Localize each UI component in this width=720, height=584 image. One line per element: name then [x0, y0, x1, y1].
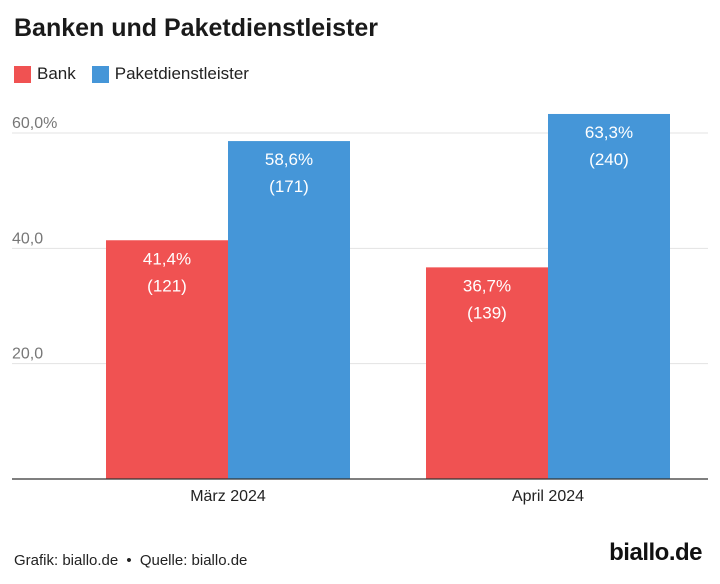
legend-label-bank: Bank: [37, 64, 76, 83]
legend-label-paketdienstleister: Paketdienstleister: [114, 64, 249, 83]
footer-grafik: Grafik: biallo.de: [14, 552, 119, 569]
footer-separator: •: [126, 552, 132, 569]
bar-bank-0: [106, 240, 228, 479]
legend-swatch-bank: [14, 65, 31, 83]
data-count-bank-1: (139): [467, 303, 507, 322]
data-label-paketdienstleister-0: 58,6%: [265, 150, 313, 169]
chart-title: Banken und Paketdienstleister: [14, 14, 379, 42]
data-label-bank-1: 36,7%: [463, 276, 511, 295]
bar-bank-1: [426, 267, 548, 479]
y-tick-label-40: 40,0: [12, 230, 43, 247]
data-label-paketdienstleister-1: 63,3%: [585, 123, 633, 142]
bar-paketdienstleister-1: [548, 113, 670, 479]
data-count-bank-0: (121): [147, 276, 187, 295]
legend-item-paketdienstleister: Paketdienstleister: [91, 64, 249, 84]
legend-item-bank: Bank: [14, 64, 76, 84]
brand-logo: biallo.de: [609, 539, 702, 566]
data-label-bank-0: 41,4%: [143, 249, 191, 268]
data-count-paketdienstleister-0: (171): [269, 177, 309, 196]
y-tick-label-20: 20,0: [12, 346, 43, 363]
footer-quelle: Quelle: biallo.de: [139, 552, 248, 569]
x-tick-label-0: März 2024: [190, 488, 266, 505]
legend: Bank Paketdienstleister: [14, 64, 265, 84]
data-count-paketdienstleister-1: (240): [589, 150, 629, 169]
x-tick-label-1: April 2024: [512, 488, 584, 505]
bar-paketdienstleister-0: [228, 141, 350, 479]
footer-source: Grafik: biallo.de • Quelle: biallo.de: [14, 552, 247, 569]
legend-swatch-paketdienstleister: [91, 65, 109, 83]
y-tick-label-60: 60,0%: [12, 115, 57, 132]
